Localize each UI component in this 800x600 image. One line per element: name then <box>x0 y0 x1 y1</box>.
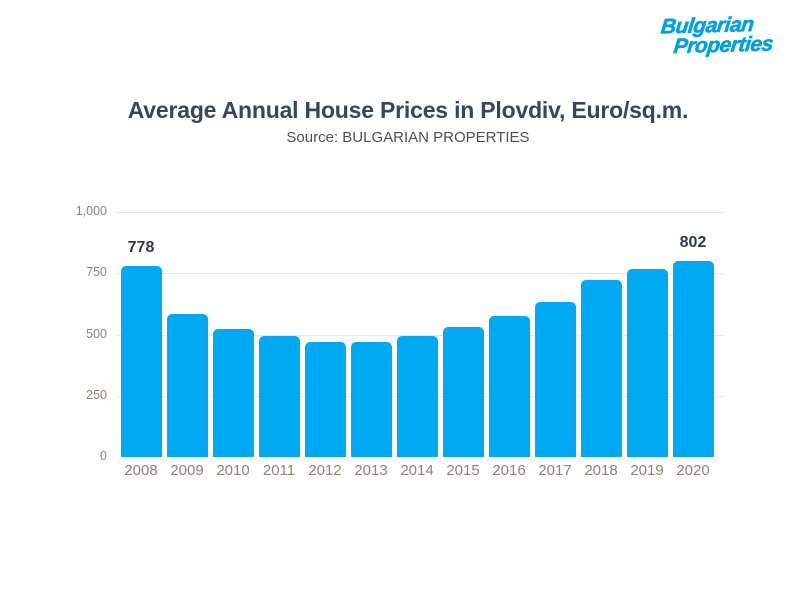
x-tick-label-2011: 2011 <box>262 462 296 479</box>
bar-2017 <box>534 302 576 457</box>
y-tick-label-1000: 1,000 <box>75 204 107 218</box>
bar-2019 <box>626 269 668 457</box>
x-tick-label-2019: 2019 <box>630 462 664 479</box>
bar-2009 <box>166 313 208 457</box>
bar-value-label-2020: 802 <box>679 233 707 251</box>
x-tick-label-2016: 2016 <box>492 462 526 479</box>
y-tick-label-250: 250 <box>86 387 107 402</box>
bar-2008 <box>120 266 162 457</box>
bar-value-label-2008: 778 <box>127 239 155 257</box>
x-tick-label-2010: 2010 <box>216 462 250 479</box>
gridline-500 <box>116 334 724 336</box>
x-tick-label-2020: 2020 <box>676 462 710 479</box>
bar-2010 <box>212 328 254 457</box>
chart-subtitle: Source: BULGARIAN PROPERTIES <box>286 129 530 146</box>
y-tick-label-500: 500 <box>86 326 107 341</box>
bar-2011 <box>258 336 300 457</box>
y-tick-label-750: 750 <box>86 265 107 280</box>
x-tick-label-2012: 2012 <box>308 462 342 479</box>
bar-2013 <box>350 342 392 457</box>
gridline-1000 <box>116 212 724 213</box>
bar-2015 <box>442 327 484 457</box>
bar-2020 <box>672 260 714 457</box>
chart-title: Average Annual House Prices in Plovdiv, … <box>127 97 689 123</box>
bar-2012 <box>304 341 346 457</box>
x-tick-label-2014: 2014 <box>400 462 434 479</box>
y-tick-label-0: 0 <box>100 449 107 463</box>
gridline-750 <box>116 273 724 275</box>
bar-2014 <box>396 336 438 457</box>
plot-area: 778 802 <box>116 212 724 457</box>
x-tick-label-2008: 2008 <box>124 462 158 479</box>
bar-2016 <box>488 316 530 457</box>
x-tick-label-2017: 2017 <box>538 462 572 479</box>
x-tick-label-2009: 2009 <box>170 462 204 479</box>
x-tick-label-2013: 2013 <box>354 462 388 479</box>
x-tick-label-2015: 2015 <box>446 462 480 479</box>
x-tick-label-2018: 2018 <box>584 462 618 479</box>
bar-2018 <box>580 280 622 457</box>
